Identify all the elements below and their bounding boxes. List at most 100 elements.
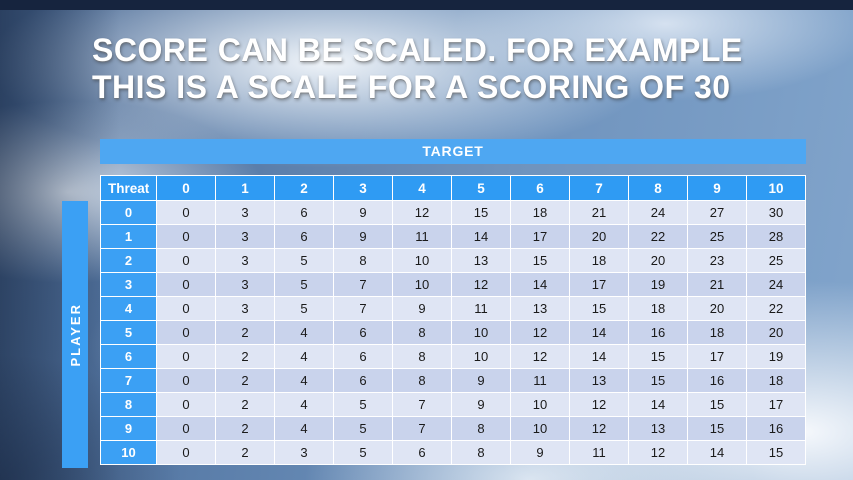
score-cell-6-6: 12 <box>510 344 570 369</box>
score-cell-10-0: 0 <box>156 440 216 465</box>
score-cell-8-4: 7 <box>392 392 452 417</box>
score-cell-7-8: 15 <box>628 368 688 393</box>
target-col-header-2: 2 <box>274 175 334 201</box>
table-row-threat-7: 7 0 2 4 6 8 9 11 13 15 16 18 <box>100 368 806 393</box>
score-cell-4-9: 20 <box>687 296 747 321</box>
score-cell-1-9: 25 <box>687 224 747 249</box>
score-cell-9-6: 10 <box>510 416 570 441</box>
table-row-threat-2: 2 0 3 5 8 10 13 15 18 20 23 25 <box>100 248 806 273</box>
score-cell-2-0: 0 <box>156 248 216 273</box>
target-header-bar: TARGET <box>100 139 806 164</box>
threat-row-label: 0 <box>100 200 157 225</box>
score-cell-6-4: 8 <box>392 344 452 369</box>
score-cell-9-3: 5 <box>333 416 393 441</box>
score-cell-10-5: 8 <box>451 440 511 465</box>
score-cell-8-1: 2 <box>215 392 275 417</box>
score-cell-8-6: 10 <box>510 392 570 417</box>
score-cell-10-6: 9 <box>510 440 570 465</box>
score-cell-9-4: 7 <box>392 416 452 441</box>
score-cell-2-10: 25 <box>746 248 806 273</box>
score-cell-2-5: 13 <box>451 248 511 273</box>
score-cell-6-2: 4 <box>274 344 334 369</box>
score-cell-7-2: 4 <box>274 368 334 393</box>
score-cell-4-10: 22 <box>746 296 806 321</box>
score-cell-2-8: 20 <box>628 248 688 273</box>
score-cell-7-1: 2 <box>215 368 275 393</box>
title-line-1: SCORE CAN BE SCALED. FOR EXAMPLE <box>92 32 743 68</box>
table-row-threat-4: 4 0 3 5 7 9 11 13 15 18 20 22 <box>100 296 806 321</box>
score-cell-0-3: 9 <box>333 200 393 225</box>
score-cell-5-2: 4 <box>274 320 334 345</box>
score-cell-3-4: 10 <box>392 272 452 297</box>
score-cell-1-3: 9 <box>333 224 393 249</box>
score-cell-2-4: 10 <box>392 248 452 273</box>
score-cell-0-10: 30 <box>746 200 806 225</box>
score-cell-2-9: 23 <box>687 248 747 273</box>
score-cell-5-10: 20 <box>746 320 806 345</box>
table-row-threat-0: 0 0 3 6 9 12 15 18 21 24 27 30 <box>100 200 806 225</box>
page-title: SCORE CAN BE SCALED. FOR EXAMPLE THIS IS… <box>92 32 743 106</box>
score-cell-8-8: 14 <box>628 392 688 417</box>
threat-row-label: 4 <box>100 296 157 321</box>
score-cell-0-7: 21 <box>569 200 629 225</box>
score-cell-5-6: 12 <box>510 320 570 345</box>
table-row-threat-8: 8 0 2 4 5 7 9 10 12 14 15 17 <box>100 392 806 417</box>
score-cell-1-6: 17 <box>510 224 570 249</box>
score-cell-10-3: 5 <box>333 440 393 465</box>
score-cell-6-9: 17 <box>687 344 747 369</box>
table-row-threat-3: 3 0 3 5 7 10 12 14 17 19 21 24 <box>100 272 806 297</box>
score-cell-5-7: 14 <box>569 320 629 345</box>
score-cell-8-9: 15 <box>687 392 747 417</box>
score-cell-1-4: 11 <box>392 224 452 249</box>
score-cell-3-0: 0 <box>156 272 216 297</box>
score-cell-5-4: 8 <box>392 320 452 345</box>
score-cell-7-7: 13 <box>569 368 629 393</box>
score-cell-4-3: 7 <box>333 296 393 321</box>
score-cell-2-6: 15 <box>510 248 570 273</box>
score-cell-6-8: 15 <box>628 344 688 369</box>
score-cell-1-2: 6 <box>274 224 334 249</box>
score-cell-9-9: 15 <box>687 416 747 441</box>
score-cell-8-2: 4 <box>274 392 334 417</box>
score-cell-5-9: 18 <box>687 320 747 345</box>
score-cell-4-0: 0 <box>156 296 216 321</box>
score-cell-7-9: 16 <box>687 368 747 393</box>
score-cell-10-1: 2 <box>215 440 275 465</box>
target-col-header-6: 6 <box>510 175 570 201</box>
score-cell-5-8: 16 <box>628 320 688 345</box>
score-cell-6-0: 0 <box>156 344 216 369</box>
threat-row-label: 2 <box>100 248 157 273</box>
score-cell-7-5: 9 <box>451 368 511 393</box>
score-cell-10-7: 11 <box>569 440 629 465</box>
score-cell-4-7: 15 <box>569 296 629 321</box>
table-header-row: Threat 0 1 2 3 4 5 6 7 8 9 10 <box>100 175 806 201</box>
score-cell-1-5: 14 <box>451 224 511 249</box>
score-cell-8-7: 12 <box>569 392 629 417</box>
score-cell-9-10: 16 <box>746 416 806 441</box>
score-cell-7-0: 0 <box>156 368 216 393</box>
score-cell-4-2: 5 <box>274 296 334 321</box>
score-cell-1-7: 20 <box>569 224 629 249</box>
score-cell-6-7: 14 <box>569 344 629 369</box>
score-cell-0-5: 15 <box>451 200 511 225</box>
score-table: Threat 0 1 2 3 4 5 6 7 8 9 10 0 0 3 6 9 12 15 18 21 24 27 30 1 0… <box>100 175 806 465</box>
table-row-threat-6: 6 0 2 4 6 8 10 12 14 15 17 19 <box>100 344 806 369</box>
score-cell-2-1: 3 <box>215 248 275 273</box>
threat-header-cell: Threat <box>100 175 157 201</box>
score-cell-4-1: 3 <box>215 296 275 321</box>
score-cell-1-8: 22 <box>628 224 688 249</box>
target-col-header-9: 9 <box>687 175 747 201</box>
table-row-threat-10: 10 0 2 3 5 6 8 9 11 12 14 15 <box>100 440 806 465</box>
score-cell-10-2: 3 <box>274 440 334 465</box>
score-cell-2-3: 8 <box>333 248 393 273</box>
score-cell-1-10: 28 <box>746 224 806 249</box>
score-cell-5-1: 2 <box>215 320 275 345</box>
score-cell-4-6: 13 <box>510 296 570 321</box>
target-col-header-3: 3 <box>333 175 393 201</box>
score-cell-6-5: 10 <box>451 344 511 369</box>
title-line-2: THIS IS A SCALE FOR A SCORING OF 30 <box>92 69 731 105</box>
score-cell-5-0: 0 <box>156 320 216 345</box>
score-cell-3-8: 19 <box>628 272 688 297</box>
score-cell-8-3: 5 <box>333 392 393 417</box>
target-col-header-5: 5 <box>451 175 511 201</box>
